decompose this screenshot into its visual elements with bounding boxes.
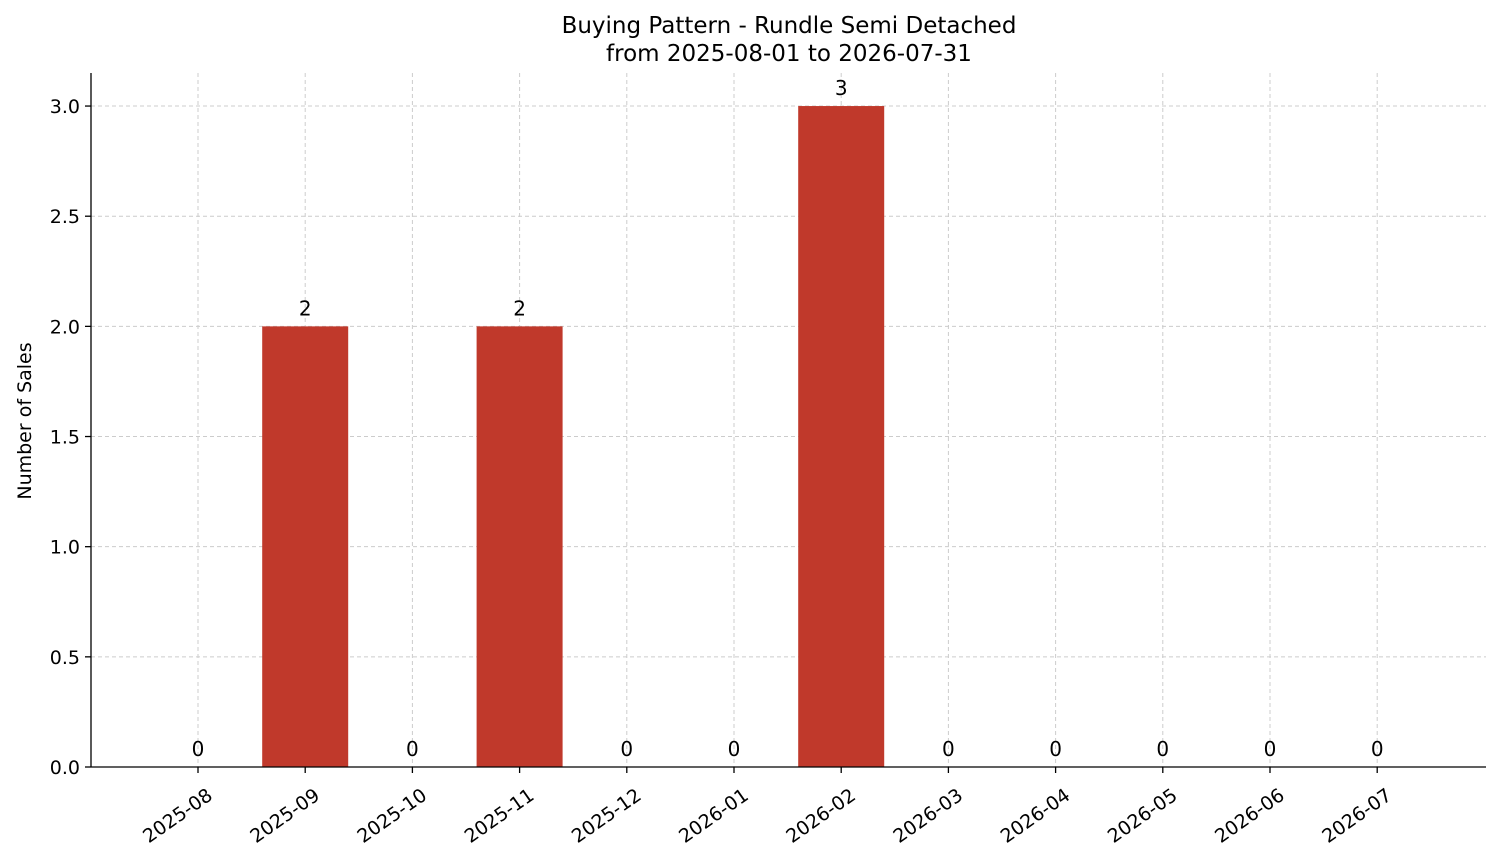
x-tick-label: 2026-02	[782, 784, 860, 848]
y-tick-label: 1.0	[50, 537, 80, 559]
x-tick-label: 2025-08	[139, 784, 217, 848]
x-tick-label: 2026-03	[889, 784, 967, 848]
chart-subtitle: from 2025-08-01 to 2026-07-31	[606, 41, 972, 67]
bar	[798, 106, 885, 768]
bar-value-label: 0	[406, 737, 419, 761]
y-tick-label: 2.5	[50, 206, 80, 228]
bar-value-label: 0	[942, 737, 955, 761]
y-tick-label: 1.5	[50, 427, 80, 449]
bar-value-label: 0	[728, 737, 741, 761]
bar-value-label: 0	[1156, 737, 1169, 761]
x-tick-label: 2026-05	[1104, 784, 1182, 848]
data-labels: 0 2 0 2 0 0 3 0 0 0 0 0	[192, 76, 1384, 761]
bar-value-label: 2	[513, 296, 526, 320]
bar	[476, 326, 563, 767]
x-tick-label: 2025-09	[246, 784, 324, 848]
x-tick-label: 2026-07	[1318, 784, 1396, 848]
x-tick-label: 2026-04	[997, 784, 1075, 848]
bar	[262, 326, 349, 767]
bars	[262, 106, 885, 768]
y-tick-label: 0.0	[50, 757, 80, 779]
x-tick-label: 2026-01	[675, 784, 753, 848]
y-tick-label: 3.0	[50, 96, 80, 118]
axes-spines	[90, 73, 1486, 768]
bar-value-label: 3	[835, 76, 848, 100]
ticks: 0.0 0.5 1.0 1.5 2.0 2.5 3.0 2025-08 2025-09 2025-…	[50, 96, 1396, 848]
bar-value-label: 0	[1264, 737, 1277, 761]
x-tick-label: 2025-10	[353, 784, 431, 848]
bar-value-label: 0	[1371, 737, 1384, 761]
y-tick-label: 2.0	[50, 316, 80, 338]
y-axis-label: Number of Sales	[14, 342, 36, 499]
bar-value-label: 2	[299, 296, 312, 320]
bar-value-label: 0	[192, 737, 205, 761]
x-tick-label: 2026-06	[1211, 784, 1289, 848]
x-tick-label: 2025-12	[568, 784, 646, 848]
y-tick-label: 0.5	[50, 647, 80, 669]
chart-title: Buying Pattern - Rundle Semi Detached	[562, 13, 1017, 39]
bar-value-label: 0	[620, 737, 633, 761]
x-tick-label: 2025-11	[461, 784, 539, 848]
bar-value-label: 0	[1049, 737, 1062, 761]
